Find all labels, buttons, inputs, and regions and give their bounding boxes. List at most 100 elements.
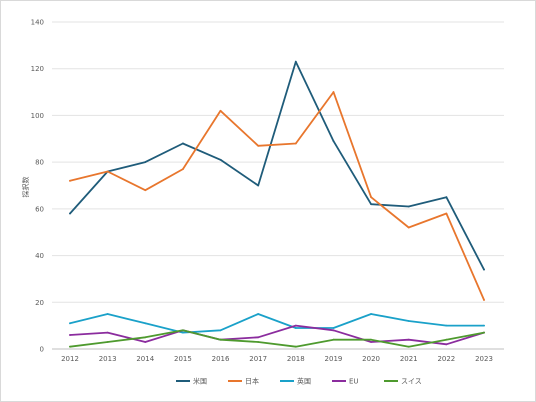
x-tick-label: 2013 xyxy=(99,355,117,363)
data-point xyxy=(294,142,297,145)
data-point xyxy=(182,142,184,145)
data-point xyxy=(69,322,71,325)
series-line xyxy=(69,313,485,334)
legend-label: 米国 xyxy=(193,377,207,386)
data-point xyxy=(332,338,335,341)
data-point xyxy=(445,212,448,215)
data-point xyxy=(182,329,184,332)
legend-item: 英国 xyxy=(280,377,311,386)
legend-item: スイス xyxy=(384,378,422,386)
legend: 米国 日本 英国 EU スイス xyxy=(176,377,422,386)
data-point xyxy=(69,334,71,336)
data-point xyxy=(144,336,147,339)
series-line xyxy=(69,60,485,271)
legend-label: 日本 xyxy=(245,377,259,386)
data-point xyxy=(69,179,71,182)
data-point xyxy=(483,331,485,334)
data-point xyxy=(407,320,410,322)
legend-item: 日本 xyxy=(228,377,259,386)
data-point xyxy=(106,313,109,315)
data-point xyxy=(332,91,335,93)
x-tick-label: 2020 xyxy=(362,355,380,363)
series-2 xyxy=(69,91,485,301)
y-tick-label: 0 xyxy=(40,346,44,354)
data-point xyxy=(294,345,297,348)
y-tick-label: 60 xyxy=(35,205,44,213)
data-point xyxy=(445,324,448,327)
data-point xyxy=(445,338,448,341)
series-1 xyxy=(69,60,485,271)
data-point xyxy=(483,268,485,271)
data-point xyxy=(219,158,222,161)
x-tick-label: 2015 xyxy=(174,355,192,363)
series-line xyxy=(69,91,485,301)
data-point xyxy=(257,336,260,339)
x-tick-label: 2016 xyxy=(212,355,230,363)
x-tick-label: 2021 xyxy=(400,355,418,363)
y-tick-label: 40 xyxy=(35,252,44,260)
data-point xyxy=(69,212,71,215)
x-tick-label: 2023 xyxy=(475,355,493,363)
data-point xyxy=(294,324,297,327)
data-point xyxy=(257,341,260,343)
x-tick-label: 2014 xyxy=(136,355,154,363)
data-point xyxy=(483,299,485,301)
x-tick-label: 2012 xyxy=(61,355,79,363)
data-point xyxy=(106,170,109,173)
y-axis-title: 採択数 xyxy=(21,177,30,198)
data-point xyxy=(294,60,297,63)
data-point xyxy=(69,345,71,348)
y-tick-label: 120 xyxy=(31,65,44,73)
data-point xyxy=(407,205,410,208)
legend-label: スイス xyxy=(401,378,422,386)
data-point xyxy=(144,322,147,325)
legend-label: 英国 xyxy=(297,377,311,386)
series-lines xyxy=(69,60,485,348)
legend-item: 米国 xyxy=(176,377,207,386)
data-point xyxy=(106,331,109,334)
data-point xyxy=(144,161,147,164)
series-line xyxy=(69,329,485,348)
data-point xyxy=(407,338,410,341)
x-tick-label: 2022 xyxy=(437,355,455,363)
y-tick-label: 20 xyxy=(35,299,44,307)
data-point xyxy=(370,313,372,315)
x-tick-label: 2017 xyxy=(249,355,267,363)
y-tick-label: 100 xyxy=(31,112,44,120)
data-point xyxy=(219,338,222,341)
series-5 xyxy=(69,329,485,348)
y-axis-ticks: 0 20 40 60 80 100 120 140 xyxy=(31,19,44,354)
data-point xyxy=(294,327,297,329)
y-tick-label: 140 xyxy=(31,19,44,27)
data-point xyxy=(182,331,184,334)
data-point xyxy=(370,341,372,343)
data-point xyxy=(332,140,335,143)
data-point xyxy=(445,343,448,346)
series-4 xyxy=(69,324,485,346)
data-point xyxy=(219,109,222,112)
data-point xyxy=(257,184,260,187)
data-point xyxy=(370,338,372,341)
data-point xyxy=(407,345,410,348)
data-point xyxy=(106,341,109,343)
data-point xyxy=(182,168,184,171)
data-point xyxy=(257,313,260,315)
data-point xyxy=(257,144,260,147)
series-line xyxy=(69,324,485,346)
x-axis-ticks: 2012 2013 2014 2015 2016 2017 2018 2019 2020 2021… xyxy=(61,355,493,363)
data-point xyxy=(144,189,147,192)
data-point xyxy=(332,327,335,329)
data-point xyxy=(370,196,372,199)
data-point xyxy=(219,329,222,332)
data-point xyxy=(407,226,410,229)
y-tick-label: 80 xyxy=(35,159,44,167)
data-point xyxy=(370,203,372,206)
data-point xyxy=(144,341,147,343)
legend-item: EU xyxy=(332,378,359,386)
x-tick-label: 2019 xyxy=(325,355,343,363)
series-3 xyxy=(69,313,485,334)
x-tick-label: 2018 xyxy=(287,355,305,363)
gridlines xyxy=(52,21,504,350)
legend-label: EU xyxy=(349,378,359,386)
